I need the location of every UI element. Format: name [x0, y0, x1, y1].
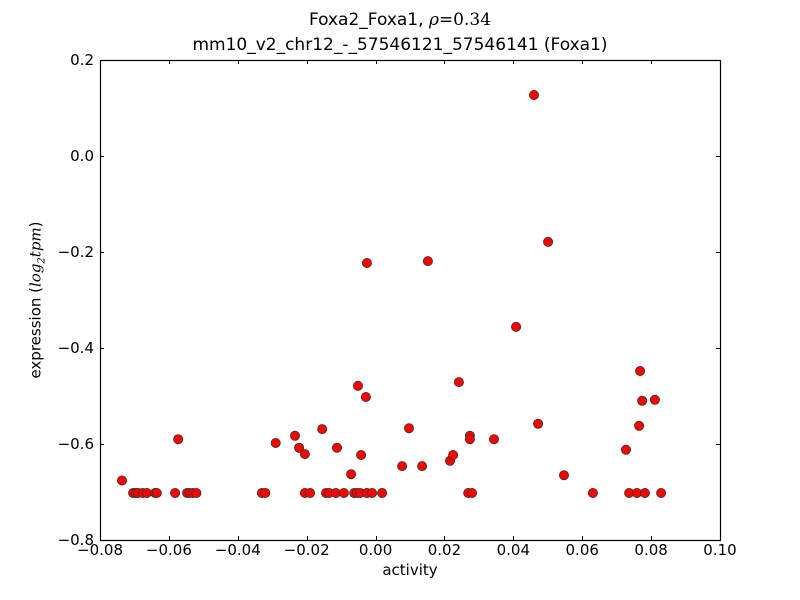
- data-point: [587, 487, 598, 498]
- chart-title-name: Foxa2_Foxa1,: [308, 10, 429, 30]
- data-point: [360, 391, 371, 402]
- data-point: [305, 487, 316, 498]
- data-point: [377, 487, 388, 498]
- x-axis-label: activity: [382, 561, 438, 579]
- y-tick-label: −0.2: [57, 243, 94, 261]
- y-tick-label: 0.0: [70, 147, 94, 165]
- x-tick-label: 0.06: [565, 541, 599, 559]
- data-point: [260, 487, 271, 498]
- data-point: [403, 423, 414, 434]
- plot-frame: [99, 59, 722, 542]
- chart-subtitle: mm10_v2_chr12_-_57546121_57546141 (Foxa1…: [192, 35, 608, 55]
- data-point: [543, 236, 554, 247]
- data-point: [656, 487, 667, 498]
- data-point: [141, 487, 152, 498]
- data-point: [294, 442, 305, 453]
- data-point: [397, 461, 408, 472]
- data-point: [299, 449, 310, 460]
- data-point: [361, 257, 372, 268]
- x-tick-label: 0.00: [358, 541, 393, 559]
- data-point: [117, 475, 128, 486]
- data-point: [488, 434, 499, 445]
- data-points: [117, 90, 667, 498]
- data-point: [191, 487, 202, 498]
- x-tick-label: −0.08: [77, 541, 123, 559]
- data-point: [338, 487, 349, 498]
- tick-marks: [100, 60, 721, 541]
- data-point: [289, 430, 300, 441]
- data-point: [511, 321, 522, 332]
- data-point: [635, 365, 646, 376]
- y-tick-label: 0.2: [70, 51, 94, 69]
- data-point: [352, 380, 363, 391]
- data-point: [151, 487, 162, 498]
- y-axis-label: expression (log2tpm): [26, 221, 48, 379]
- data-point: [317, 424, 328, 435]
- chart-title: Foxa2_Foxa1, ρ=0.34: [0, 10, 800, 30]
- data-point: [559, 470, 570, 481]
- data-point: [466, 487, 477, 498]
- x-tick-label: 0.02: [427, 541, 462, 559]
- rho-symbol: ρ: [428, 10, 439, 30]
- x-tick-label: −0.04: [214, 541, 261, 559]
- data-point: [639, 487, 650, 498]
- data-point: [453, 377, 464, 388]
- data-point: [331, 442, 342, 453]
- data-point: [356, 449, 367, 460]
- y-tick-label: −0.6: [57, 435, 94, 453]
- data-point: [533, 418, 544, 429]
- data-point: [464, 434, 475, 445]
- data-point: [346, 469, 357, 480]
- x-tick-label: 0.10: [703, 541, 737, 559]
- data-point: [634, 420, 645, 431]
- data-point: [417, 461, 428, 472]
- data-point: [649, 394, 660, 405]
- x-tick-label: −0.02: [283, 541, 330, 559]
- data-point: [448, 449, 459, 460]
- data-point: [529, 90, 540, 101]
- y-tick-label: −0.8: [57, 531, 94, 549]
- data-point: [621, 444, 632, 455]
- data-point: [422, 256, 433, 267]
- data-point: [173, 434, 184, 445]
- x-tick-label: −0.06: [145, 541, 192, 559]
- data-point: [637, 395, 648, 406]
- data-point: [170, 487, 181, 498]
- x-tick-label: 0.08: [634, 541, 668, 559]
- x-tick-label: 0.04: [496, 541, 531, 559]
- y-tick-label: −0.4: [57, 339, 94, 357]
- data-point: [270, 437, 281, 448]
- data-point: [367, 487, 378, 498]
- rho-value: =0.34: [438, 10, 492, 30]
